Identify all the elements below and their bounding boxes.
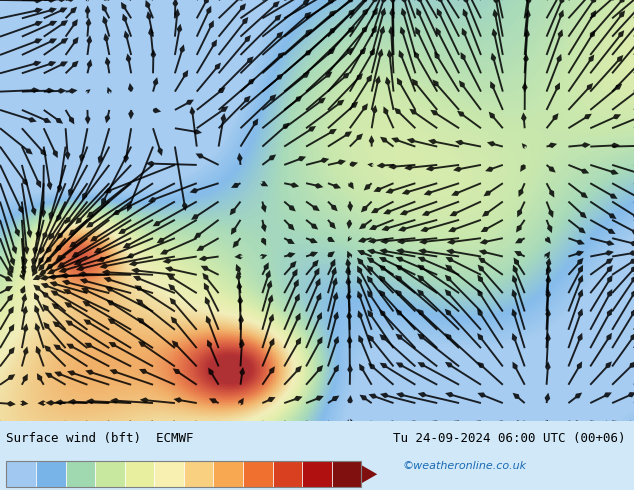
Bar <box>6 461 361 487</box>
Bar <box>125 461 154 487</box>
Bar <box>214 461 243 487</box>
Text: Tu 24-09-2024 06:00 UTC (00+06): Tu 24-09-2024 06:00 UTC (00+06) <box>393 432 626 445</box>
Bar <box>154 461 184 487</box>
Bar <box>243 461 273 487</box>
Bar <box>302 461 332 487</box>
Bar <box>36 461 65 487</box>
Bar <box>184 461 214 487</box>
Bar <box>273 461 302 487</box>
Text: ©weatheronline.co.uk: ©weatheronline.co.uk <box>403 461 527 471</box>
Text: Surface wind (bft)  ECMWF: Surface wind (bft) ECMWF <box>6 432 194 445</box>
Bar <box>95 461 125 487</box>
Polygon shape <box>361 465 377 483</box>
Bar <box>332 461 361 487</box>
Bar <box>65 461 95 487</box>
Bar <box>6 461 36 487</box>
